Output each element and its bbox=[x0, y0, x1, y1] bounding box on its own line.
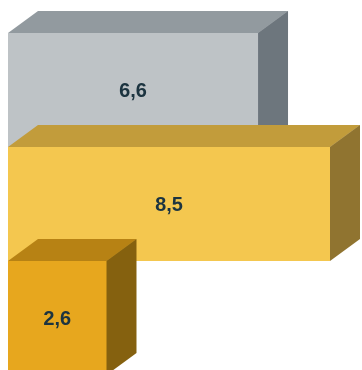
bar-value-label: 2,6 bbox=[43, 308, 71, 330]
bar-top-face bbox=[8, 239, 137, 261]
bar-side-face bbox=[106, 239, 137, 370]
bar-side-face bbox=[258, 11, 289, 147]
bar-top-face bbox=[8, 11, 289, 33]
bar-side-face bbox=[330, 125, 360, 261]
bar-3: 2,6 bbox=[8, 239, 137, 370]
bar-front-face bbox=[8, 261, 107, 370]
bar-value-label: 6,6 bbox=[119, 80, 147, 102]
bar-value-label: 8,5 bbox=[155, 194, 183, 216]
bar-top-face bbox=[8, 125, 360, 147]
